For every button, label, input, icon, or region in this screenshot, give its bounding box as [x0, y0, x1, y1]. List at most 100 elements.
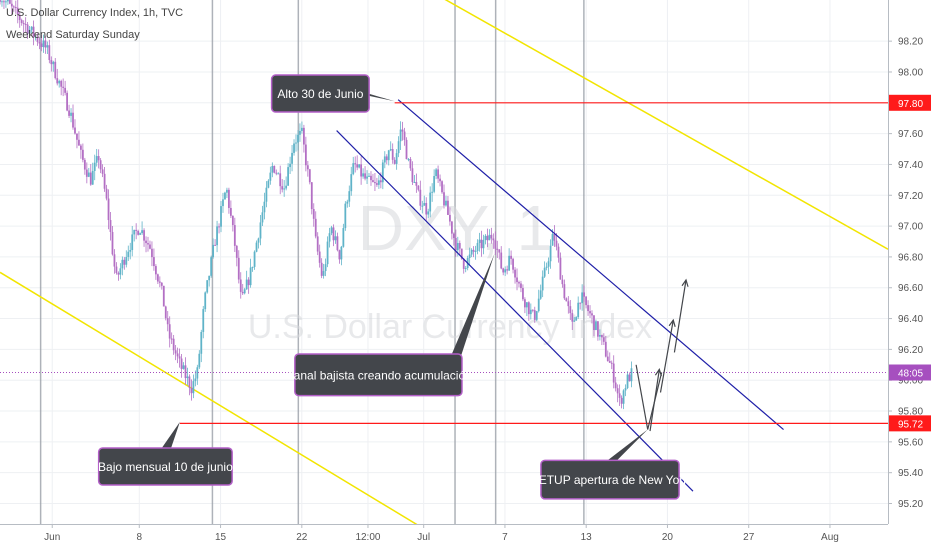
candle-body: [350, 174, 353, 192]
candle-body: [622, 390, 625, 404]
candle-body: [427, 211, 430, 215]
candle-body: [421, 205, 424, 207]
candle-body: [170, 338, 173, 340]
time-tick-label: Jun: [44, 532, 60, 543]
time-tick-label: 20: [662, 532, 674, 543]
candle-body: [50, 60, 53, 65]
candle-body: [506, 269, 509, 271]
candle-body: [6, 0, 9, 2]
candles: [0, 0, 633, 410]
candle-body: [105, 188, 108, 199]
projection-arrow-head: [681, 278, 689, 287]
candle-body: [56, 78, 59, 84]
candle-body: [99, 160, 102, 170]
candle-body: [192, 381, 195, 394]
callout[interactable]: Canal bajista creando acumulación: [285, 253, 495, 397]
candle-body: [464, 268, 467, 270]
candle-body: [95, 156, 98, 163]
candle-body: [417, 185, 420, 190]
price-tick-label: 97.40: [898, 160, 923, 171]
candle-body: [482, 239, 485, 249]
candle-body: [368, 175, 370, 177]
callout-box: [97, 447, 233, 486]
candle-body: [626, 374, 629, 389]
candle-body: [289, 163, 291, 168]
candle-body: [397, 141, 400, 154]
projection-arrow-head: [654, 368, 662, 377]
candle-body: [76, 133, 78, 140]
candle-body: [208, 275, 211, 281]
candle-body: [431, 191, 434, 193]
candle-body: [500, 252, 503, 269]
candle-body: [64, 87, 67, 93]
candle-body: [409, 159, 412, 169]
candle-body: [125, 257, 128, 265]
candle-body: [107, 198, 110, 221]
price-tick-label: 95.40: [898, 468, 923, 479]
time-tick-label: 12:00: [355, 532, 380, 543]
time-tick-label: 7: [502, 532, 508, 543]
candle-body: [429, 192, 432, 212]
candle-body: [458, 243, 461, 249]
candle-body: [616, 388, 619, 394]
candle-body: [145, 240, 147, 244]
callout[interactable]: Bajo mensual 10 de junio: [97, 421, 233, 486]
candle-body: [569, 306, 572, 314]
candle-body: [381, 162, 384, 183]
time-axis-background: [0, 524, 932, 550]
candle-body: [462, 258, 465, 269]
candle-body: [527, 302, 530, 315]
candle-body: [391, 149, 394, 160]
candle-body: [537, 298, 540, 312]
candle-body: [202, 309, 205, 332]
candle-body: [78, 139, 80, 146]
candle-body: [32, 26, 35, 37]
candle-body: [541, 276, 544, 291]
candle-body: [158, 281, 161, 283]
candle-body: [494, 240, 497, 249]
channel-line: [336, 130, 694, 492]
candle-body: [68, 110, 70, 116]
candle-body: [597, 321, 599, 337]
candle-body: [40, 43, 43, 48]
symbol-title[interactable]: U.S. Dollar Currency Index, 1h, TVC: [6, 7, 184, 19]
candle-body: [565, 298, 568, 302]
candle-body: [103, 173, 106, 189]
time-axis[interactable]: Jun 8 15 22 12:00 Jul 7 13 20 27 Aug: [0, 524, 932, 550]
candle-body: [460, 248, 463, 259]
candle-body: [253, 251, 256, 267]
candle-body: [245, 279, 248, 290]
callout-label: Alto 30 de Junio: [277, 87, 363, 101]
candle-body: [285, 185, 288, 189]
candle-body: [151, 248, 153, 258]
price-axis-tag-label: 97.80: [898, 99, 923, 110]
candle-body: [271, 165, 274, 173]
price-axis-tag: [889, 94, 931, 111]
candle-body: [502, 268, 505, 273]
candle-body: [320, 262, 323, 276]
candle-body: [383, 156, 386, 163]
candle-body: [30, 26, 33, 30]
callout[interactable]: SETUP apertura de New York: [531, 429, 691, 500]
candle-body: [387, 150, 390, 161]
candle-body: [24, 23, 27, 25]
candle-body: [364, 173, 366, 179]
candle-body: [127, 251, 130, 258]
candle-body: [452, 233, 455, 238]
candle-body: [119, 268, 122, 275]
candle-body: [372, 180, 374, 183]
callout[interactable]: Alto 30 de Junio: [270, 74, 395, 113]
candle-body: [589, 311, 591, 314]
candle-body: [403, 131, 406, 140]
candle-body: [261, 212, 264, 223]
candle-body: [44, 40, 47, 48]
yellow-trend-line: [0, 271, 418, 524]
price-axis[interactable]: 95.20 95.40 95.60 95.80 96.00 96.20 96.40 96.60…: [888, 0, 932, 550]
candle-body: [334, 236, 337, 241]
candle-body: [456, 243, 459, 251]
candle-body: [113, 254, 116, 267]
candle-body: [415, 181, 418, 186]
candle-body: [36, 36, 39, 42]
